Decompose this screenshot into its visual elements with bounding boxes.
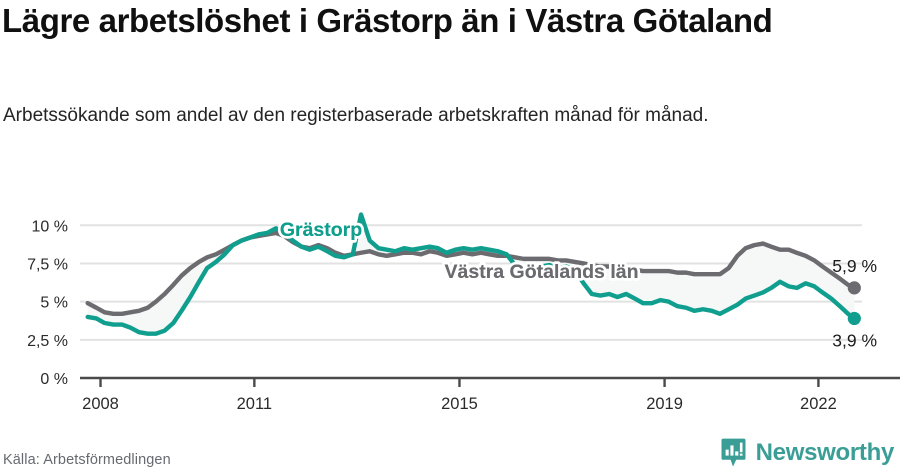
x-axis-group [80, 376, 900, 387]
series-line [85, 230, 857, 317]
y-axis-tick-label: 0 % [40, 371, 68, 388]
series-end-value-label: 3,9 % [832, 330, 877, 350]
source-note: Källa: Arbetsförmedlingen [3, 452, 171, 468]
y-axis-tick-label: 7,5 % [27, 256, 68, 273]
y-axis-tick-label: 2,5 % [27, 333, 68, 350]
newsworthy-bars-pin-icon [721, 438, 746, 467]
x-axis-tick-label: 2008 [82, 395, 119, 413]
x-axis-tick-label: 2015 [441, 395, 478, 413]
series-inline-label: Grästorp [280, 219, 362, 241]
between-series-fill [87, 214, 855, 334]
series-endpoint-dot [847, 311, 861, 326]
series-end-value-labels: 5,9 % 3,9 % [832, 256, 877, 351]
series-line [85, 212, 857, 336]
chart-subtitle: Arbetssökande som andel av den registerb… [3, 105, 709, 126]
x-axis-tick-label: 2011 [237, 395, 272, 413]
series-lines-group [85, 212, 857, 336]
y-axis-tick-label: 10 % [32, 218, 68, 235]
x-axis-tick-label: 2019 [646, 395, 683, 413]
gridlines-group [80, 224, 862, 341]
brand-name: Newsworthy [755, 439, 895, 466]
series-inline-label: Västra Götalands län [445, 261, 639, 283]
y-axis-tick-label: 5 % [40, 295, 68, 312]
series-band-fill [87, 214, 855, 334]
series-end-value-label: 5,9 % [832, 256, 877, 276]
series-endpoint-dots [847, 281, 861, 326]
series-endpoint-dot [847, 281, 861, 295]
x-axis-tick-labels: 2008 2011 2015 2019 2022 [82, 395, 837, 413]
series-inline-label-halo: Västra Götalands län [445, 261, 639, 283]
x-axis-tick-label: 2022 [800, 395, 837, 413]
y-axis-tick-labels: 0 % 2,5 % 5 % 7,5 % 10 % [27, 218, 68, 388]
series-inline-label-halo: Grästorp [280, 219, 362, 241]
page-title: Lägre arbetslöshet i Grästorp än i Västr… [2, 2, 773, 39]
newsworthy-brand: Newsworthy [720, 437, 894, 469]
